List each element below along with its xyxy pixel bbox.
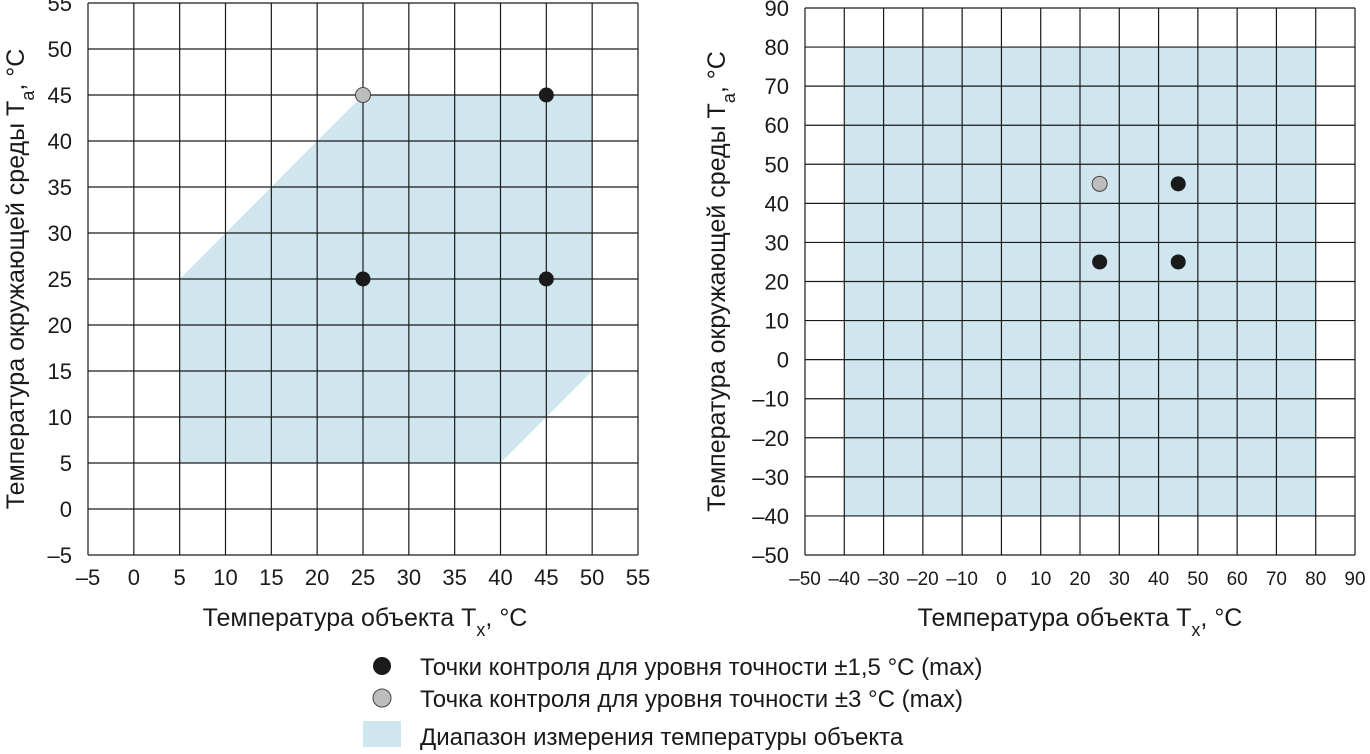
- x-tick-label: 40: [1148, 569, 1169, 590]
- x-tick-label: 15: [259, 565, 283, 590]
- x-tick-label: 0: [128, 565, 140, 590]
- x-axis-label-subscript: x: [1191, 620, 1200, 640]
- y-axis-label-subscript: a: [719, 92, 739, 103]
- y-tick-label: 20: [765, 270, 789, 295]
- x-tick-label: –30: [868, 569, 900, 590]
- control-point-accuracy-1-5: [355, 271, 371, 287]
- x-tick-label: 10: [1030, 569, 1051, 590]
- control-point-accuracy-3: [355, 87, 371, 103]
- chart-left: –5 0 5 10 15 20 25 30 35 40 45 50 55 –5 0 5 10 15 20 25 30 35…: [2, 0, 650, 640]
- x-axis-label-unit: , °C: [1200, 604, 1242, 632]
- x-tick-label: –20: [907, 569, 939, 590]
- y-tick-label: –10: [752, 387, 789, 412]
- x-tick-label: 30: [1109, 569, 1130, 590]
- y-tick-label: 35: [48, 175, 72, 200]
- y-tick-label: 40: [48, 129, 72, 154]
- x-axis-label-unit: , °C: [485, 604, 527, 632]
- y-tick-label: 0: [777, 348, 789, 373]
- y-tick-label: 10: [48, 405, 72, 430]
- x-tick-label: 80: [1305, 569, 1326, 590]
- legend-marker-accuracy-3: [372, 688, 392, 708]
- x-axis-label-text: Температура объекта T: [203, 604, 477, 632]
- control-point-accuracy-1-5: [538, 87, 554, 103]
- y-tick-label: 30: [765, 230, 789, 255]
- y-tick-label: 5: [60, 451, 72, 476]
- y-tick-label: –50: [752, 543, 789, 568]
- y-tick-label: –30: [752, 465, 789, 490]
- x-tick-label: 50: [1187, 569, 1208, 590]
- y-tick-label: 70: [765, 74, 789, 99]
- control-point-accuracy-1-5: [1092, 254, 1108, 270]
- legend-label-accuracy-3: Точка контроля для уровня точности ±3 °C…: [420, 686, 963, 713]
- x-axis-label: Температура объекта Tx, °C: [918, 604, 1243, 640]
- y-axis-label-unit: , °C: [703, 51, 731, 93]
- control-point-accuracy-1-5: [538, 271, 554, 287]
- y-tick-label: 50: [48, 37, 72, 62]
- x-tick-label: –10: [946, 569, 978, 590]
- x-tick-label: 0: [996, 569, 1007, 590]
- y-axis-label: Температура окружающей среды Ta, °C: [703, 51, 739, 512]
- y-axis-label-text: Температура окружающей среды T: [703, 103, 731, 512]
- x-axis-label-subscript: x: [476, 620, 485, 640]
- legend: Точки контроля для уровня точности ±1,5 …: [363, 654, 983, 751]
- x-tick-label: 25: [351, 565, 375, 590]
- y-tick-label: –20: [752, 426, 789, 451]
- x-tick-label: 50: [580, 565, 604, 590]
- y-tick-label: 60: [765, 113, 789, 138]
- control-point-accuracy-1-5: [1170, 176, 1186, 192]
- y-tick-label: –5: [48, 543, 72, 568]
- control-point-accuracy-1-5: [1170, 254, 1186, 270]
- y-tick-label: 15: [48, 359, 72, 384]
- y-tick-label: 40: [765, 191, 789, 216]
- y-tick-label: 90: [765, 0, 789, 21]
- x-tick-label: 45: [534, 565, 558, 590]
- x-tick-label: 35: [442, 565, 466, 590]
- y-axis-label-unit: , °C: [2, 49, 30, 91]
- y-tick-label: 50: [765, 152, 789, 177]
- legend-marker-range: [363, 721, 401, 747]
- legend-label-range: Диапазон измерения температуры объекта: [420, 724, 904, 751]
- y-tick-label: 45: [48, 83, 72, 108]
- x-tick-label: 20: [305, 565, 329, 590]
- x-axis-label: Температура объекта Tx, °C: [203, 604, 528, 640]
- chart-right: –50 –40 –30 –20 –10 0 10 20 30 40 50 60 70 80 90 –50 –40…: [703, 0, 1366, 640]
- x-tick-label: 55: [626, 565, 650, 590]
- y-axis-label-text: Температура окружающей среды T: [2, 101, 30, 510]
- y-axis-label-subscript: a: [18, 90, 38, 101]
- x-tick-label: 30: [397, 565, 421, 590]
- x-tick-label: 10: [213, 565, 237, 590]
- x-tick-label: 60: [1227, 569, 1248, 590]
- control-point-accuracy-3: [1091, 175, 1108, 192]
- x-tick-label: 70: [1266, 569, 1287, 590]
- y-tick-label: 0: [60, 497, 72, 522]
- legend-marker-accuracy-1-5: [373, 657, 391, 675]
- y-tick-label: 30: [48, 221, 72, 246]
- y-tick-label: 20: [48, 313, 72, 338]
- x-tick-label: –50: [789, 569, 821, 590]
- x-axis-label-text: Температура объекта T: [918, 604, 1192, 632]
- x-tick-label: 20: [1069, 569, 1090, 590]
- y-tick-label: 25: [48, 267, 72, 292]
- x-tick-label: 5: [174, 565, 186, 590]
- legend-label-accuracy-1-5: Точки контроля для уровня точности ±1,5 …: [420, 654, 983, 681]
- x-tick-label: –5: [76, 565, 100, 590]
- y-tick-label: 10: [765, 309, 789, 334]
- x-tick-label: 90: [1344, 569, 1365, 590]
- x-tick-label: 40: [488, 565, 512, 590]
- x-tick-label: –40: [828, 569, 860, 590]
- y-tick-label: 80: [765, 35, 789, 60]
- y-axis-label: Температура окружающей среды Ta, °C: [2, 49, 38, 510]
- y-tick-label: –40: [752, 504, 789, 529]
- y-tick-label: 55: [48, 0, 72, 16]
